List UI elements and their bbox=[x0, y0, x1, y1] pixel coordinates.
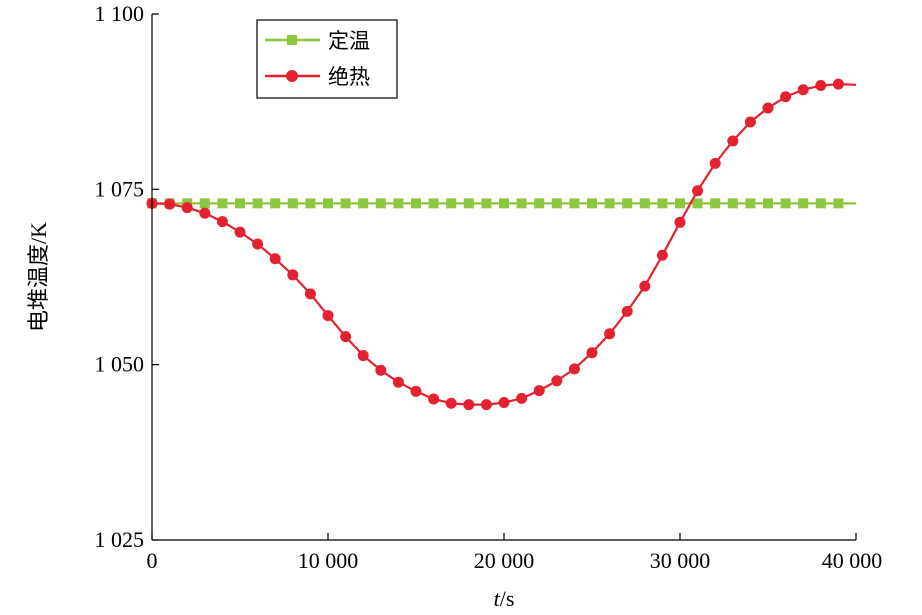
legend: 定温 绝热 bbox=[256, 19, 398, 99]
data-point-circle bbox=[164, 198, 176, 210]
data-point-square bbox=[551, 198, 562, 209]
data-point-circle bbox=[780, 91, 792, 103]
data-point-square bbox=[815, 198, 826, 209]
data-point-circle bbox=[375, 364, 387, 376]
data-point-square bbox=[323, 198, 333, 209]
data-point-square bbox=[833, 198, 844, 209]
data-point-square bbox=[604, 198, 615, 209]
data-point-circle bbox=[322, 310, 334, 322]
data-point-circle bbox=[621, 305, 633, 317]
y-axis-title: 电堆温度/K bbox=[26, 222, 51, 332]
data-point-circle bbox=[498, 397, 510, 409]
data-point-circle bbox=[692, 185, 704, 197]
data-point-circle bbox=[744, 116, 756, 128]
legend-box bbox=[256, 19, 398, 99]
data-point-square bbox=[375, 198, 386, 209]
data-point-circle bbox=[340, 331, 352, 343]
y-tick-label: 1 075 bbox=[95, 176, 145, 201]
data-point-circle bbox=[727, 135, 739, 147]
data-point-circle bbox=[480, 399, 492, 411]
data-point-circle bbox=[604, 328, 616, 340]
data-point-square bbox=[727, 198, 738, 209]
data-point-square bbox=[798, 198, 809, 209]
data-point-circle bbox=[674, 216, 686, 228]
data-point-square bbox=[657, 198, 668, 209]
data-point-square bbox=[393, 198, 404, 209]
data-point-square bbox=[710, 198, 721, 209]
x-axis-title: t/s bbox=[494, 586, 515, 611]
data-point-square bbox=[587, 198, 597, 209]
y-tick-label: 1 100 bbox=[95, 1, 145, 26]
data-point-square bbox=[569, 198, 580, 209]
data-point-circle bbox=[568, 363, 580, 375]
data-point-circle bbox=[357, 350, 369, 362]
data-point-square bbox=[252, 198, 263, 209]
plot-area bbox=[146, 78, 857, 411]
data-point-circle bbox=[797, 84, 809, 96]
data-point-square bbox=[358, 198, 369, 209]
legend-entry-adiabatic: 绝热 bbox=[265, 65, 370, 89]
legend-square-marker bbox=[287, 35, 297, 45]
data-point-circle bbox=[269, 253, 281, 265]
data-point-square bbox=[622, 198, 633, 209]
data-point-circle bbox=[410, 385, 422, 397]
data-point-square bbox=[639, 198, 650, 209]
data-point-circle bbox=[428, 393, 440, 405]
data-point-circle bbox=[304, 288, 316, 300]
data-point-circle bbox=[392, 376, 404, 388]
ticks: 0 10 000 20 000 30 000 40 000 1 025 1 050 1 075… bbox=[95, 1, 883, 573]
data-point-circle bbox=[832, 78, 844, 90]
data-point-circle bbox=[762, 102, 774, 114]
data-point-circle bbox=[709, 157, 721, 169]
data-point-circle bbox=[639, 280, 651, 292]
data-point-square bbox=[446, 198, 457, 209]
data-point-square bbox=[516, 198, 527, 209]
data-point-square bbox=[199, 198, 210, 209]
data-point-square bbox=[745, 198, 756, 209]
data-point-circle bbox=[516, 392, 528, 404]
data-point-circle bbox=[551, 375, 563, 387]
data-point-square bbox=[235, 198, 245, 209]
legend-label: 定温 bbox=[328, 29, 370, 53]
data-point-square bbox=[763, 198, 773, 209]
legend-label: 绝热 bbox=[328, 65, 370, 89]
data-point-circle bbox=[199, 207, 211, 219]
data-point-square bbox=[481, 198, 492, 209]
data-point-circle bbox=[586, 347, 598, 359]
data-point-circle bbox=[216, 216, 228, 228]
data-point-square bbox=[411, 198, 421, 209]
data-point-square bbox=[428, 198, 439, 209]
data-point-square bbox=[499, 198, 509, 209]
data-point-circle bbox=[815, 80, 827, 92]
data-point-square bbox=[217, 198, 228, 209]
data-point-circle bbox=[234, 226, 246, 238]
y-tick-label: 1 025 bbox=[95, 527, 145, 552]
data-point-circle bbox=[287, 269, 299, 281]
data-point-circle bbox=[533, 385, 545, 397]
x-tick-label: 40 000 bbox=[822, 548, 883, 573]
x-tick-label: 10 000 bbox=[298, 548, 359, 573]
legend-circle-marker bbox=[286, 70, 298, 82]
data-point-square bbox=[534, 198, 545, 209]
data-point-square bbox=[780, 198, 791, 209]
data-point-circle bbox=[656, 249, 668, 261]
x-tick-label: 30 000 bbox=[650, 548, 711, 573]
data-point-square bbox=[675, 198, 685, 209]
data-point-square bbox=[340, 198, 351, 209]
data-point-square bbox=[270, 198, 281, 209]
data-point-square bbox=[692, 198, 703, 209]
data-point-circle bbox=[463, 399, 475, 411]
data-point-square bbox=[463, 198, 474, 209]
data-point-square bbox=[305, 198, 316, 209]
data-point-square bbox=[287, 198, 298, 209]
data-point-circle bbox=[252, 238, 264, 250]
data-point-circle bbox=[445, 397, 457, 409]
data-point-circle bbox=[181, 202, 193, 214]
x-tick-label: 0 bbox=[147, 548, 158, 573]
y-tick-label: 1 050 bbox=[95, 352, 145, 377]
x-tick-label: 20 000 bbox=[474, 548, 535, 573]
legend-entry-isothermal: 定温 bbox=[265, 29, 370, 53]
